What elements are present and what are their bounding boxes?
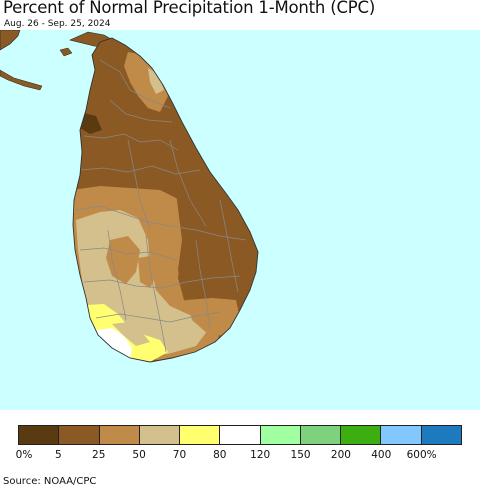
region-white-south (96, 328, 132, 362)
legend-swatch (180, 426, 221, 444)
district-boundaries (75, 59, 247, 353)
precipitation-map (0, 30, 480, 410)
legend-tick-label: 70 (172, 449, 187, 461)
map-title: Percent of Normal Precipitation 1-Month … (3, 0, 376, 17)
source-note: Source: NOAA/CPC (3, 476, 97, 487)
legend-tick-label: 0% (15, 449, 33, 461)
legend-tick-label: 150 (290, 449, 311, 461)
india-coast (0, 30, 21, 51)
region-tan-southeast (186, 298, 240, 336)
legend-tick-label: 200 (330, 449, 351, 461)
legend-tick-label: 5 (55, 449, 62, 461)
legend-tick-label: 50 (132, 449, 146, 461)
map-subtitle: Aug. 26 - Sep. 25, 2024 (4, 19, 111, 29)
legend-tick-label: 25 (92, 449, 106, 461)
legend-ticks: 0% 5 25 50 70 80 120 150 200 400 600% (0, 449, 480, 463)
legend-swatch (381, 426, 422, 444)
region-darkest-west (80, 112, 102, 134)
region-tan-northeast (124, 52, 168, 112)
region-beige-south (112, 322, 150, 346)
legend-bar (18, 425, 462, 445)
legend-swatch (421, 426, 461, 444)
legend-swatch (19, 426, 60, 444)
legend-swatch (260, 426, 301, 444)
legend-tick-label: 80 (213, 449, 227, 461)
legend-swatch (341, 426, 382, 444)
legend-swatch (99, 426, 140, 444)
legend-swatch (59, 426, 100, 444)
region-tan-hills (138, 256, 158, 288)
region-tan-hills (106, 236, 140, 284)
legend-tick-label: 400 (371, 449, 392, 461)
island-islet (0, 69, 43, 91)
legend-swatch (220, 426, 261, 444)
legend-swatch (139, 426, 181, 444)
legend-tick-label: 120 (250, 449, 271, 461)
island-islet (59, 47, 73, 57)
legend-swatch (300, 426, 342, 444)
sri-lanka-coastline (72, 37, 259, 363)
legend-tick-label: 600% (406, 449, 437, 461)
region-beige-northeast (148, 68, 164, 94)
map-panel (0, 30, 480, 410)
